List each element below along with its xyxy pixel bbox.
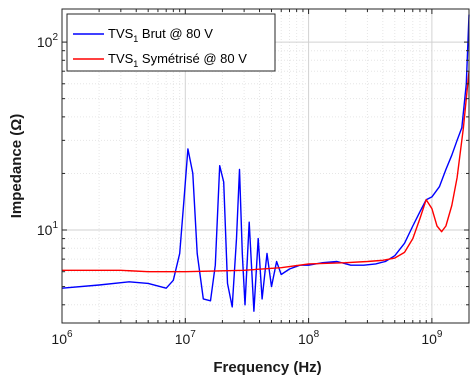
y-tick-label: 102: [37, 32, 59, 50]
legend-label-symetrise: TVS1 Symétrisé @ 80 V: [108, 51, 247, 69]
x-tick-label-exponent: 7: [190, 329, 196, 340]
plot-frame: [61, 8, 470, 324]
y-axis-title: Impedance (Ω): [8, 114, 25, 219]
x-tick-label-base: 10: [51, 331, 67, 347]
legend-label-brut: TVS1 Brut @ 80 V: [108, 26, 213, 44]
legend-label-brut-rest: Brut @ 80 V: [138, 26, 213, 41]
x-tick-label-base: 10: [175, 331, 191, 347]
legend-label-symetrise-rest: Symétrisé @ 80 V: [138, 51, 247, 66]
x-axis-title: Frequency (Hz): [213, 359, 321, 376]
legend-label-symetrise-sub: 1: [133, 59, 138, 69]
series-line-brut: [61, 14, 470, 312]
x-tick-label-exponent: 6: [67, 329, 73, 340]
series-layer: [61, 14, 470, 312]
series-line-symetrise: [62, 71, 470, 273]
legend-entry-symetrise: TVS1 Symétrisé @ 80 V: [73, 51, 247, 69]
x-tick-label-exponent: 8: [314, 329, 320, 340]
legend-label-brut-main: TVS: [108, 26, 134, 41]
x-tick-label: 106: [51, 329, 73, 347]
legend: TVS1 Brut @ 80 V TVS1 Symétrisé @ 80 V: [66, 13, 276, 72]
x-tick-label-base: 10: [421, 331, 437, 347]
y-tick-label: 101: [37, 220, 59, 238]
legend-label-brut-sub: 1: [133, 34, 138, 44]
x-tick-label-base: 10: [298, 331, 314, 347]
y-tick-label-base: 10: [37, 34, 53, 50]
x-tick-label: 109: [421, 329, 443, 347]
legend-box: [66, 13, 276, 72]
x-tick-labels: 106 107 108 109: [51, 329, 442, 347]
y-tick-label-exponent: 1: [52, 220, 58, 231]
x-tick-label: 107: [175, 329, 197, 347]
x-tick-label-exponent: 9: [437, 329, 443, 340]
y-tick-label-exponent: 2: [52, 32, 58, 43]
x-tick-label: 108: [298, 329, 320, 347]
legend-entry-brut: TVS1 Brut @ 80 V: [73, 26, 213, 44]
legend-label-symetrise-main: TVS: [108, 51, 134, 66]
tick-marks: [61, 9, 470, 323]
y-tick-label-base: 10: [37, 222, 53, 238]
